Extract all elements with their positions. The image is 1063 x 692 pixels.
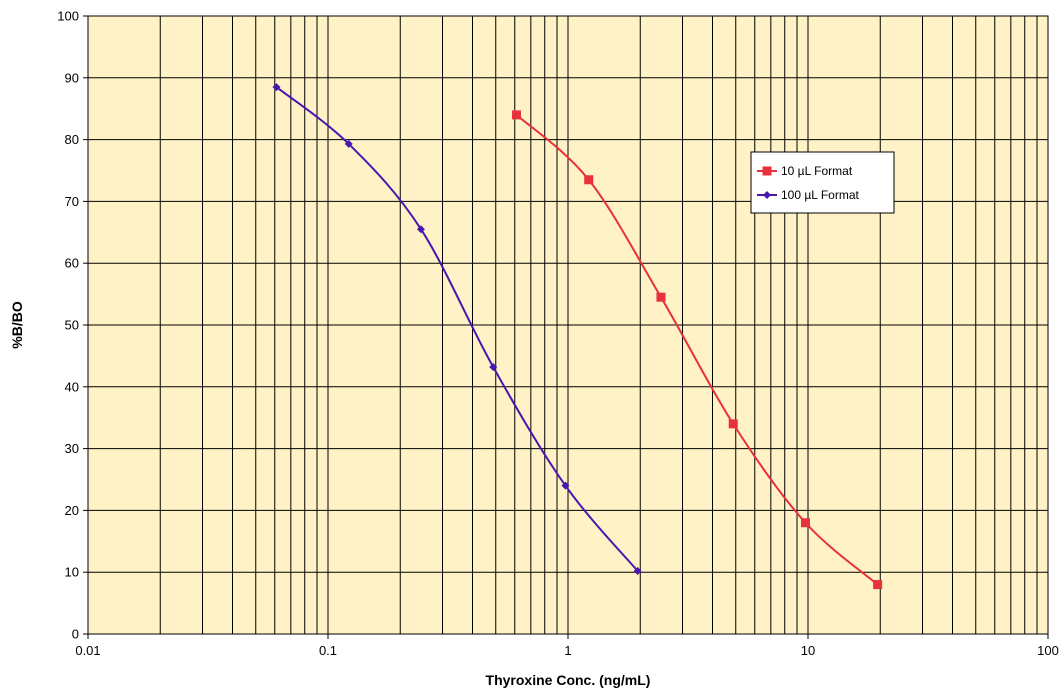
- y-tick-label: 0: [72, 627, 79, 642]
- y-tick-label: 80: [65, 132, 79, 147]
- data-point: [416, 225, 425, 234]
- y-tick-label: 50: [65, 318, 79, 333]
- x-tick-label: 0.1: [319, 643, 337, 658]
- y-tick-label: 70: [65, 194, 79, 209]
- legend-marker: [763, 191, 771, 199]
- data-point: [272, 83, 281, 92]
- y-tick-label: 90: [65, 70, 79, 85]
- legend-item: 100 µL Format: [757, 188, 860, 202]
- data-point: [728, 419, 738, 429]
- y-tick-label: 100: [57, 9, 79, 24]
- legend-label: 100 µL Format: [781, 188, 860, 202]
- legend: 10 µL Format 100 µL Format: [750, 151, 895, 214]
- y-axis-title: %B/BO: [9, 301, 25, 349]
- x-tick-label: 0.01: [75, 643, 100, 658]
- series-1: [511, 110, 883, 590]
- x-tick-label: 100: [1037, 643, 1059, 658]
- data-point: [344, 139, 353, 148]
- data-point: [561, 481, 570, 490]
- x-tick-label: 10: [801, 643, 815, 658]
- data-point: [800, 518, 810, 528]
- y-tick-label: 30: [65, 441, 79, 456]
- y-tick-label: 10: [65, 565, 79, 580]
- y-tick-label: 60: [65, 256, 79, 271]
- x-axis-title: Thyroxine Conc. (ng/mL): [486, 672, 651, 688]
- legend-item: 10 µL Format: [757, 164, 853, 178]
- y-tick-label: 40: [65, 379, 79, 394]
- data-point: [511, 110, 521, 120]
- legend-marker: [762, 166, 772, 176]
- data-point: [656, 292, 666, 302]
- series-2: [272, 83, 642, 575]
- axis-ticks: 0 10 20 30 40 50 60 70 80 90 100 0.01 0.1 1 10 100: [57, 9, 1059, 659]
- series: [272, 83, 883, 590]
- x-tick-label: 1: [564, 643, 571, 658]
- data-point: [633, 566, 642, 575]
- legend-label: 10 µL Format: [781, 164, 853, 178]
- legend-box: [750, 151, 895, 214]
- y-tick-label: 20: [65, 503, 79, 518]
- data-point: [873, 580, 883, 590]
- data-point: [489, 363, 498, 372]
- data-point: [584, 175, 594, 185]
